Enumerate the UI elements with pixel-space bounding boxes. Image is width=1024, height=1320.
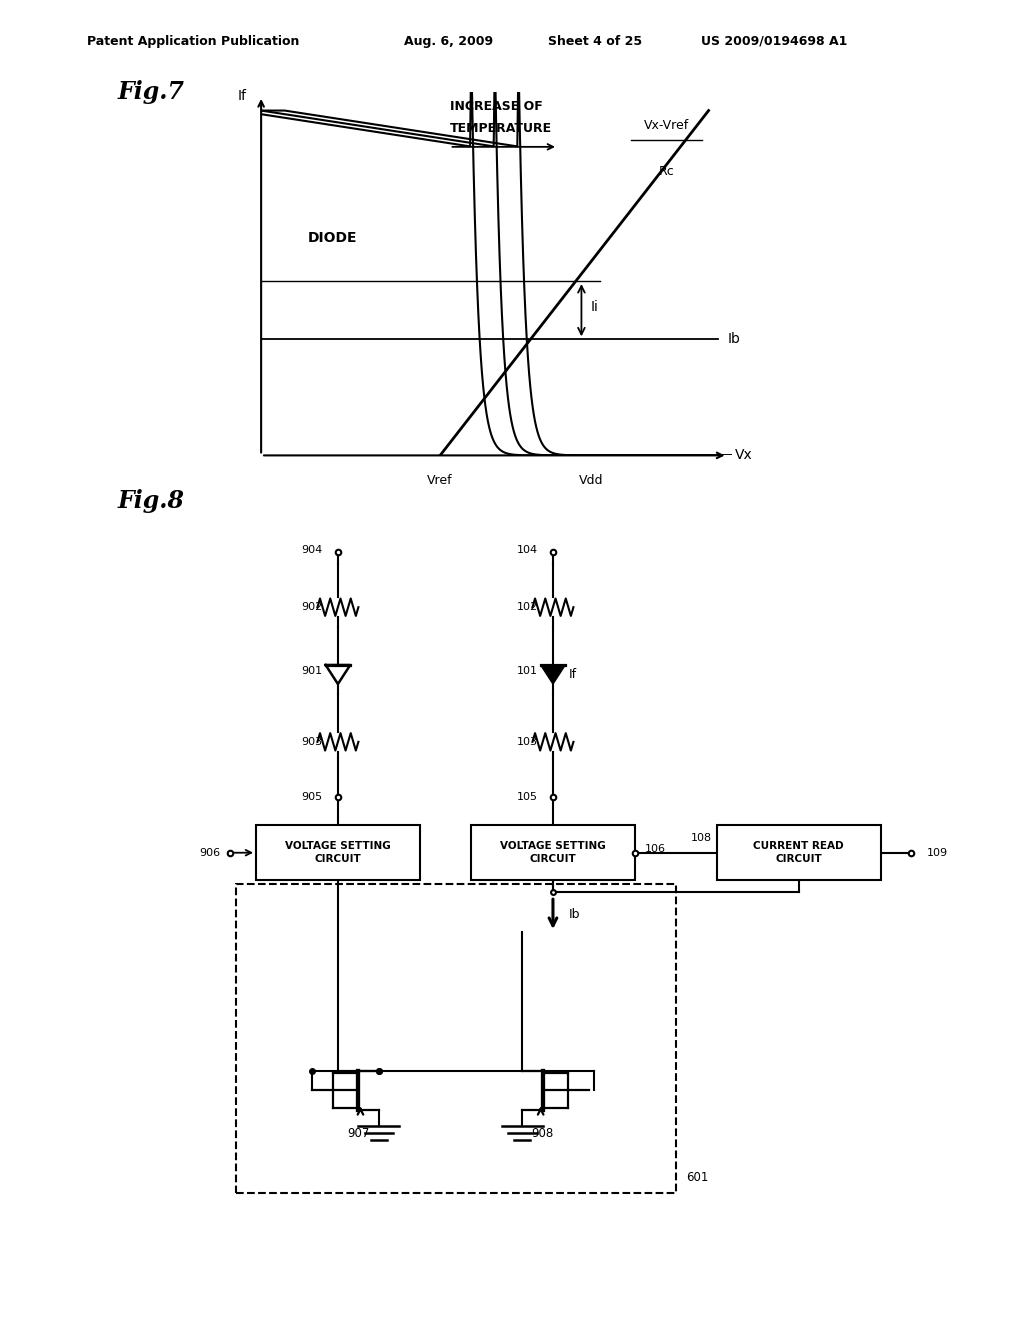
Text: 601: 601 bbox=[686, 1171, 709, 1184]
Polygon shape bbox=[541, 665, 565, 684]
Text: Vx: Vx bbox=[734, 449, 753, 462]
Text: DIODE: DIODE bbox=[308, 231, 357, 244]
Text: Ib: Ib bbox=[568, 908, 580, 921]
Text: CURRENT READ: CURRENT READ bbox=[754, 841, 844, 851]
Text: CIRCUIT: CIRCUIT bbox=[529, 854, 577, 865]
Text: VOLTAGE SETTING: VOLTAGE SETTING bbox=[500, 841, 606, 851]
Text: 102: 102 bbox=[516, 602, 538, 612]
Text: VOLTAGE SETTING: VOLTAGE SETTING bbox=[285, 841, 391, 851]
Text: 903: 903 bbox=[301, 737, 323, 747]
Text: 108: 108 bbox=[690, 833, 712, 843]
Bar bbox=[471, 825, 635, 880]
Text: If: If bbox=[568, 668, 577, 681]
Text: Patent Application Publication: Patent Application Publication bbox=[87, 34, 299, 48]
Text: Rc: Rc bbox=[658, 165, 674, 178]
Text: 104: 104 bbox=[516, 545, 538, 556]
Text: Ii: Ii bbox=[591, 300, 599, 314]
Text: Sheet 4 of 25: Sheet 4 of 25 bbox=[548, 34, 642, 48]
Text: Aug. 6, 2009: Aug. 6, 2009 bbox=[404, 34, 494, 48]
Bar bbox=[717, 825, 881, 880]
Text: CIRCUIT: CIRCUIT bbox=[314, 854, 361, 865]
Text: CIRCUIT: CIRCUIT bbox=[775, 854, 822, 865]
Bar bbox=[256, 825, 420, 880]
Text: 904: 904 bbox=[301, 545, 323, 556]
Text: US 2009/0194698 A1: US 2009/0194698 A1 bbox=[701, 34, 848, 48]
Text: Ib: Ib bbox=[727, 333, 740, 346]
Text: Fig.8: Fig.8 bbox=[118, 490, 184, 513]
Text: INCREASE OF: INCREASE OF bbox=[450, 100, 543, 114]
Text: Vdd: Vdd bbox=[579, 474, 603, 487]
Bar bbox=[236, 884, 676, 1193]
Text: 103: 103 bbox=[516, 737, 538, 747]
Text: 109: 109 bbox=[927, 847, 948, 858]
Text: 901: 901 bbox=[301, 665, 323, 676]
Text: Fig.7: Fig.7 bbox=[118, 81, 184, 104]
Text: 906: 906 bbox=[199, 847, 220, 858]
Text: If: If bbox=[238, 88, 247, 103]
Text: 101: 101 bbox=[516, 665, 538, 676]
Text: 907: 907 bbox=[347, 1127, 370, 1140]
Text: Vx-Vref: Vx-Vref bbox=[644, 119, 689, 132]
Text: 905: 905 bbox=[301, 792, 323, 803]
Text: TEMPERATURE: TEMPERATURE bbox=[450, 123, 552, 135]
Text: 902: 902 bbox=[301, 602, 323, 612]
Text: 105: 105 bbox=[516, 792, 538, 803]
Text: Vref: Vref bbox=[427, 474, 453, 487]
Text: 106: 106 bbox=[645, 843, 667, 854]
Text: 908: 908 bbox=[531, 1127, 554, 1140]
